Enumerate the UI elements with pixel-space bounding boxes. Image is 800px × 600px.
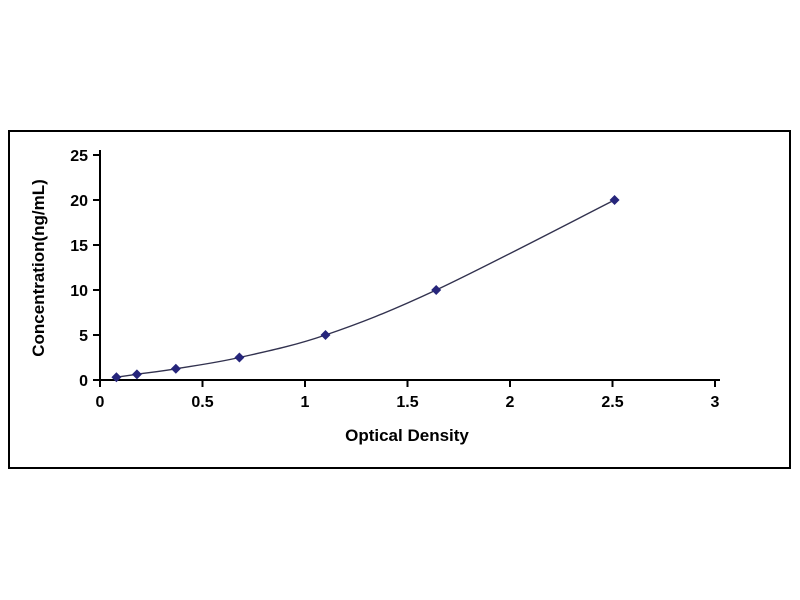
data-point-marker <box>431 285 442 295</box>
y-axis-title: Concentration(ng/mL) <box>29 179 48 357</box>
x-tick-label: 1 <box>301 394 310 411</box>
data-point-marker <box>234 352 245 363</box>
data-point-marker <box>131 369 142 380</box>
x-tick-label: 2.5 <box>601 394 623 411</box>
y-tick-label: 25 <box>70 148 88 165</box>
standard-curve-line <box>116 199 615 378</box>
x-tick-label: 2 <box>506 394 515 411</box>
y-tick-label: 20 <box>70 193 88 210</box>
plot-layer: 0 0.5 1 1.5 2 2.5 3 0 5 10 15 20 25 <box>70 148 720 411</box>
standard-curve-figure: 0 0.5 1 1.5 2 2.5 3 0 5 10 15 20 25 Optical Density … <box>8 130 791 469</box>
x-tick-label: 0 <box>96 394 105 411</box>
y-tick-label: 5 <box>79 328 88 345</box>
y-tick-label: 10 <box>70 283 88 300</box>
y-tick-label: 0 <box>79 373 88 390</box>
x-axis-title: Optical Density <box>345 426 469 445</box>
x-tick-label: 1.5 <box>396 394 418 411</box>
y-tick-label: 15 <box>70 238 88 255</box>
data-point-marker <box>609 195 620 205</box>
x-tick-label: 3 <box>711 394 720 411</box>
x-tick-label: 0.5 <box>191 394 213 411</box>
data-point-marker <box>111 372 122 383</box>
data-point-marker <box>320 330 331 340</box>
data-point-marker <box>170 363 181 374</box>
